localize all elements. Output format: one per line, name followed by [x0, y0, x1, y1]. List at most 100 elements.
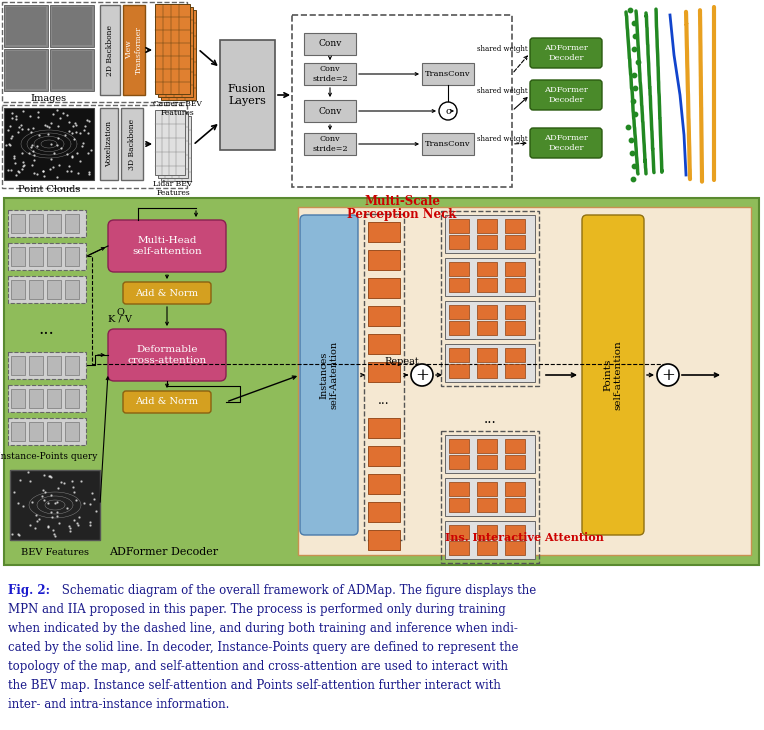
- Point: [0, 139, 12, 150]
- Bar: [158, 7, 193, 97]
- Point: [26, 159, 38, 171]
- Point: [76, 140, 89, 152]
- Point: [37, 485, 50, 496]
- Point: [44, 139, 57, 150]
- Text: ADFormer
Decoder: ADFormer Decoder: [544, 86, 588, 104]
- Point: [627, 173, 639, 185]
- Point: [16, 123, 28, 135]
- Bar: [4, 108, 94, 180]
- Bar: [11, 389, 25, 408]
- Point: [45, 471, 57, 483]
- Text: Instance-Points query: Instance-Points query: [0, 452, 97, 461]
- Text: Schematic diagram of the overall framework of ADMap. The figure displays the: Schematic diagram of the overall framewo…: [58, 584, 536, 597]
- Bar: [618, 5, 761, 185]
- Bar: [368, 446, 400, 466]
- Bar: [445, 258, 535, 296]
- Bar: [2, 105, 187, 188]
- Point: [72, 167, 84, 179]
- Bar: [100, 5, 120, 95]
- Text: Conv
stride=2: Conv stride=2: [312, 135, 348, 153]
- Text: shared weight: shared weight: [477, 87, 527, 95]
- Bar: [8, 243, 86, 270]
- Bar: [505, 321, 525, 335]
- Point: [5, 132, 17, 144]
- Point: [66, 151, 79, 163]
- Text: Conv
stride=2: Conv stride=2: [312, 66, 348, 82]
- Point: [629, 108, 641, 120]
- Point: [55, 476, 67, 488]
- Point: [42, 496, 54, 508]
- Point: [17, 105, 29, 117]
- Point: [13, 121, 25, 133]
- FancyBboxPatch shape: [300, 215, 358, 535]
- Bar: [477, 541, 497, 555]
- Point: [8, 486, 21, 498]
- Bar: [445, 521, 535, 559]
- Bar: [445, 301, 535, 339]
- Bar: [4, 49, 48, 91]
- Bar: [11, 422, 25, 441]
- Bar: [155, 4, 190, 94]
- Point: [37, 494, 50, 506]
- Point: [4, 139, 16, 150]
- Point: [48, 528, 60, 539]
- Bar: [52, 51, 92, 89]
- Point: [66, 120, 79, 132]
- Point: [44, 163, 57, 174]
- Point: [51, 171, 63, 182]
- Point: [629, 30, 641, 42]
- Bar: [11, 356, 25, 375]
- Point: [68, 514, 80, 526]
- Bar: [8, 385, 86, 412]
- Point: [625, 134, 637, 146]
- FancyBboxPatch shape: [530, 128, 602, 158]
- Point: [624, 4, 636, 16]
- Point: [68, 486, 80, 498]
- Text: Multi-Scale: Multi-Scale: [364, 195, 440, 208]
- Bar: [65, 389, 79, 408]
- Point: [21, 466, 34, 478]
- Bar: [477, 262, 497, 276]
- Bar: [47, 247, 61, 266]
- Point: [632, 56, 644, 68]
- Bar: [4, 198, 759, 565]
- Text: inter- and intra-instance information.: inter- and intra-instance information.: [8, 698, 229, 711]
- Point: [10, 110, 22, 122]
- Point: [13, 166, 25, 177]
- Point: [17, 156, 29, 168]
- Point: [27, 145, 39, 157]
- Point: [17, 160, 29, 172]
- Bar: [100, 108, 118, 180]
- Point: [34, 129, 46, 141]
- Bar: [29, 422, 43, 441]
- Bar: [8, 210, 86, 237]
- Point: [63, 520, 75, 531]
- Bar: [445, 344, 535, 382]
- Point: [90, 505, 102, 517]
- Point: [6, 131, 18, 142]
- Bar: [449, 321, 469, 335]
- Point: [71, 147, 83, 159]
- Point: [83, 166, 96, 177]
- Point: [6, 107, 18, 118]
- Point: [82, 127, 94, 139]
- Point: [24, 475, 37, 487]
- Point: [63, 116, 75, 128]
- Bar: [449, 364, 469, 378]
- Bar: [449, 305, 469, 319]
- Point: [18, 159, 31, 171]
- Bar: [449, 525, 469, 539]
- Point: [51, 510, 63, 521]
- Point: [28, 149, 40, 161]
- Bar: [292, 15, 512, 187]
- Point: [45, 153, 57, 165]
- Bar: [47, 214, 61, 233]
- Point: [5, 164, 18, 175]
- Text: topology of the map, and self-attention and cross-attention are used to interact: topology of the map, and self-attention …: [8, 660, 508, 673]
- Point: [38, 469, 50, 480]
- Bar: [158, 113, 188, 178]
- Point: [25, 141, 37, 153]
- Point: [52, 482, 64, 493]
- Text: Conv: Conv: [319, 107, 342, 115]
- Bar: [505, 482, 525, 496]
